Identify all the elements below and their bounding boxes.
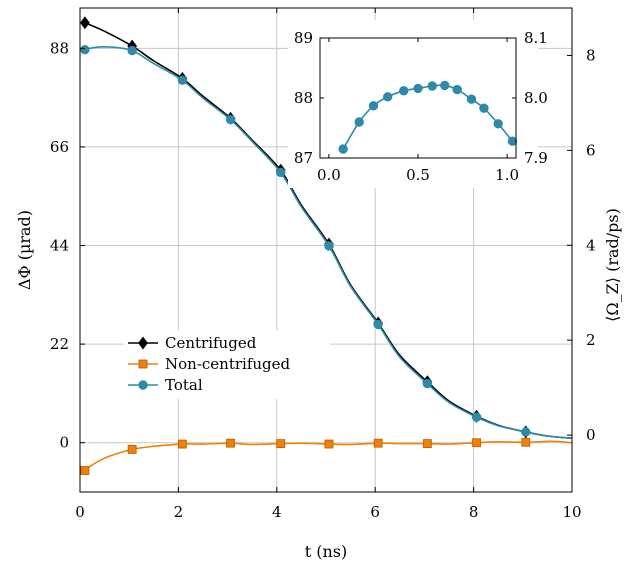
data-point-1 (422, 439, 432, 449)
inset-y-tick-label-right: 7.9 (524, 149, 548, 167)
x-tick-label: 8 (469, 503, 479, 521)
y-tick-label-left: 0 (59, 434, 69, 452)
x-tick-label: 2 (174, 503, 184, 521)
x-tick-label: 6 (370, 503, 380, 521)
legend: Centrifuged Non-centrifuged Total (124, 330, 330, 399)
y-tick-label-right: 2 (586, 331, 596, 349)
inset-x-tick-label: 1.0 (495, 166, 519, 184)
inset-y-tick-label-left: 88 (294, 89, 313, 107)
inset-data-point (338, 144, 348, 154)
main-series (80, 16, 573, 475)
y-tick-label-left: 44 (50, 237, 69, 255)
data-point-2 (422, 378, 433, 389)
data-point-0 (80, 16, 90, 30)
series-line-1 (84, 440, 573, 472)
inset-data-point (354, 117, 364, 127)
inset-ticks: 0.0 0.5 1.0 87 88 89 7.9 8.0 8.1 (294, 29, 548, 184)
inset-data-point (493, 119, 503, 129)
legend-marker (138, 359, 148, 369)
data-point-1 (472, 438, 481, 448)
data-point-1 (276, 439, 286, 449)
x-tick-label: 4 (272, 503, 282, 521)
data-point-2 (324, 241, 334, 251)
legend-marker (138, 336, 148, 350)
data-point-1 (373, 438, 383, 448)
y-tick-label-right: 0 (586, 426, 596, 444)
inset-series (338, 80, 518, 154)
legend-label: Centrifuged (165, 334, 257, 352)
data-point-2 (127, 45, 137, 56)
inset-y-tick-label-right: 8.0 (524, 89, 548, 107)
inset-data-point (479, 103, 489, 113)
legend-box (124, 330, 330, 399)
x-tick-label: 10 (562, 503, 581, 521)
inset-data-point (440, 80, 450, 91)
data-point-1 (177, 439, 187, 449)
legend-marker (138, 380, 148, 390)
data-point-2 (276, 167, 286, 178)
inset-data-point (383, 92, 393, 102)
inset-y-tick-label-left: 87 (294, 149, 313, 167)
data-point-2 (373, 319, 383, 330)
inset-data-point (452, 84, 462, 95)
main-plot-frame (79, 7, 573, 493)
data-point-1 (521, 437, 531, 447)
data-point-1 (324, 439, 334, 449)
data-point-1 (127, 445, 137, 454)
inset-data-point (466, 94, 477, 104)
y-tick-label-left: 88 (50, 39, 69, 57)
data-point-1 (226, 438, 235, 448)
y-tick-label-left: 22 (50, 335, 69, 353)
data-point-2 (225, 114, 236, 125)
inset-data-point (427, 81, 437, 91)
inset-x-tick-label: 0.5 (406, 166, 430, 184)
data-point-2 (521, 427, 531, 437)
inset-data-point (399, 86, 409, 96)
y-tick-label-right: 8 (586, 46, 596, 64)
data-point-2 (471, 412, 482, 422)
inset-x-tick-label: 0.0 (317, 166, 341, 184)
legend-label: Non-centrifuged (165, 355, 291, 373)
main-ticks: 0 2 4 6 8 10 0 22 44 66 88 0 2 4 6 8 (50, 8, 596, 521)
x-tick-label: 0 (75, 503, 85, 521)
data-point-2 (80, 44, 90, 55)
inset-data-point (368, 101, 379, 111)
inset-background (288, 20, 538, 188)
inset-y-tick-label-left: 89 (294, 29, 313, 47)
y-tick-label-left: 66 (50, 138, 69, 156)
y-axis-label-right: ⟨Ω_Z⟩ (rad/ps) (603, 208, 622, 322)
inset-data-point (507, 136, 518, 146)
legend-label: Total (165, 376, 203, 394)
y-tick-label-right: 6 (586, 141, 596, 159)
data-point-2 (177, 75, 188, 85)
inset-data-point (413, 83, 423, 94)
inset-y-tick-label-right: 8.1 (524, 29, 548, 47)
x-axis-label: t (ns) (305, 542, 348, 561)
data-point-1 (80, 466, 90, 475)
series-line-2 (84, 45, 573, 440)
y-tick-label-right: 4 (586, 236, 596, 254)
y-axis-label-left: ΔΦ (µrad) (15, 210, 34, 290)
